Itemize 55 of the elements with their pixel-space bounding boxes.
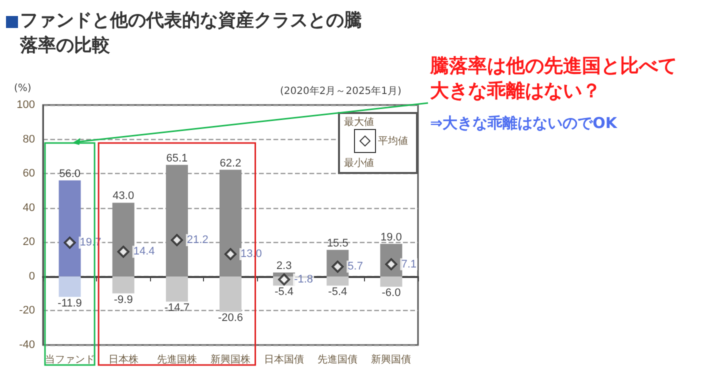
point: [117, 246, 130, 258]
bar: [220, 276, 242, 312]
data-label: 62.2: [220, 157, 242, 170]
data-label: 65.1: [166, 152, 188, 164]
text: (2020年2月～2025年1月): [280, 85, 402, 98]
data-label: -9.9: [114, 294, 133, 306]
y-tick-label: 100: [16, 99, 35, 111]
data-label: 14.4: [133, 246, 155, 258]
point: [278, 274, 290, 286]
x-tick-label: 新興国株: [210, 354, 250, 366]
annotation: 平均値: [378, 135, 408, 148]
data-label: 15.5: [326, 237, 348, 250]
data-label: -20.6: [218, 312, 244, 324]
y-tick-label: 20: [22, 236, 35, 248]
annotation: 最小値: [344, 156, 374, 170]
legend-box: 最大値 平均値 最小値: [338, 112, 418, 174]
point: [224, 248, 236, 260]
point: [170, 234, 183, 246]
text: 騰落率は他の先進国と比べて大きな乖離はない？: [430, 54, 678, 104]
data-label: 21.2: [186, 234, 208, 246]
data-label: -11.9: [58, 297, 82, 310]
chart-title: ファンドと他の代表的な資産クラスとの騰落率の比較: [20, 9, 363, 58]
x-tick-label: 先進国債: [318, 354, 358, 366]
data-label: 5.7: [348, 260, 363, 273]
y-tick-label: -40: [19, 339, 35, 351]
bar: [326, 276, 349, 286]
bar: [112, 276, 134, 294]
annotation: 最大値: [344, 116, 374, 129]
data-label: -1.8: [294, 274, 314, 286]
bar: [380, 276, 402, 287]
y-tick-label: 40: [22, 202, 35, 214]
bar: [58, 180, 81, 276]
data-label: -6.0: [382, 287, 401, 300]
bar: [58, 276, 81, 297]
point: [64, 236, 76, 249]
data-label: 19.0: [380, 231, 402, 244]
data-label: -5.4: [328, 286, 348, 298]
x-tick-label: 新興国債: [371, 354, 412, 366]
data-label: 56.0: [59, 168, 80, 180]
data-label: 7.1: [401, 258, 417, 270]
text: ⇒大きな乖離はないのでOK: [430, 114, 617, 133]
y-tick-label: 0: [28, 270, 35, 282]
x-tick-label: 日本国債: [264, 354, 304, 366]
y-tick-label: 60: [22, 168, 35, 180]
y-tick-label: 80: [22, 133, 35, 146]
bar: [166, 276, 188, 302]
y-axis-title: (%): [14, 83, 32, 94]
data-label: -5.4: [274, 286, 294, 298]
data-label: -14.7: [164, 302, 190, 314]
data-label: 43.0: [112, 190, 134, 202]
x-tick-label: 当ファンド: [44, 354, 95, 366]
data-label: 2.3: [276, 260, 292, 272]
x-tick-label: 日本株: [108, 354, 138, 366]
y-tick-label: -20: [19, 304, 35, 317]
x-tick-label: 先進国株: [156, 354, 197, 366]
